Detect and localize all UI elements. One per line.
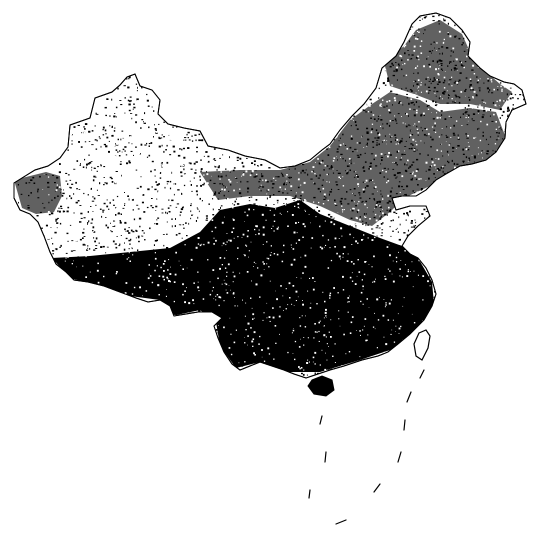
maritime-dash-3: [403, 419, 406, 431]
maritime-dash-8: [324, 451, 327, 463]
maritime-dash-6: [335, 519, 347, 525]
very-dense-zone-1: [52, 200, 434, 372]
hainan-island: [307, 375, 335, 397]
maritime-dash-1: [419, 369, 425, 379]
taiwan-island: [413, 329, 431, 361]
maritime-dash-9: [319, 415, 323, 425]
maritime-dash-4: [397, 451, 402, 463]
maritime-dash-2: [406, 391, 412, 403]
stipple-dots: [17, 14, 525, 377]
population-stipple: [14, 14, 525, 378]
maritime-dash-7: [308, 489, 311, 499]
dashed-maritime-line: [308, 369, 425, 525]
maritime-dash-5: [373, 483, 381, 493]
dense-zone-1: [200, 92, 506, 226]
